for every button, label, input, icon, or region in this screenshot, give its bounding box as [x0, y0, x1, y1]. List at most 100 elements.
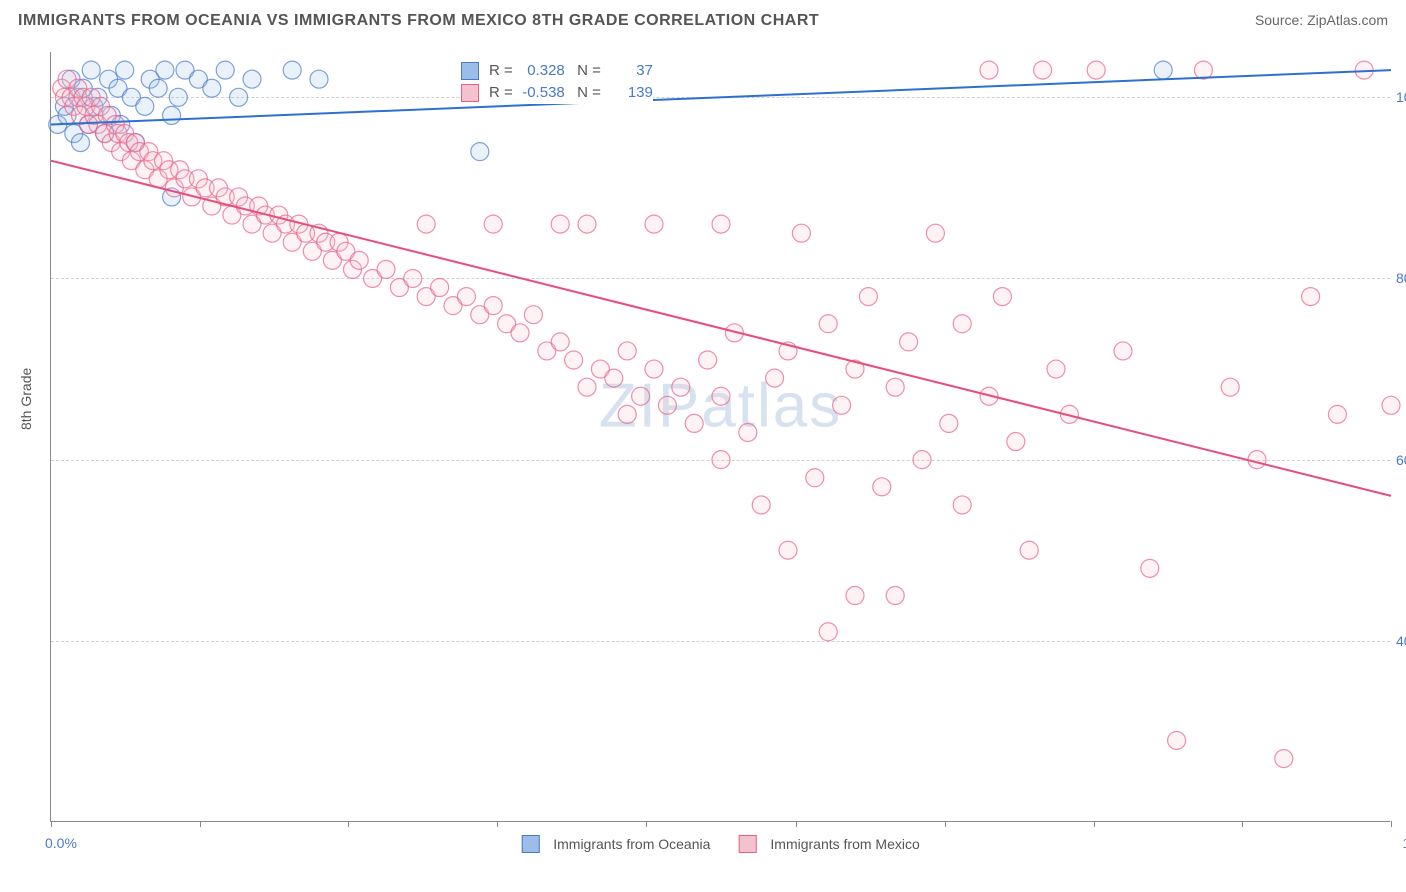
scatter-point	[417, 215, 435, 233]
x-tick-mark	[646, 821, 647, 827]
scatter-point	[203, 79, 221, 97]
scatter-point	[524, 306, 542, 324]
scatter-point	[806, 469, 824, 487]
scatter-point	[350, 251, 368, 269]
scatter-point	[859, 288, 877, 306]
scatter-point	[833, 396, 851, 414]
scatter-point	[712, 387, 730, 405]
scatter-point	[658, 396, 676, 414]
scatter-point	[283, 61, 301, 79]
scatter-point	[216, 61, 234, 79]
y-tick-label: 100.0%	[1396, 89, 1406, 105]
scatter-point	[645, 360, 663, 378]
legend-n-value: 37	[605, 60, 653, 82]
legend-row: R = -0.538 N = 139	[461, 82, 653, 104]
scatter-point	[1034, 61, 1052, 79]
scatter-point	[953, 496, 971, 514]
legend-row: R = 0.328 N = 37	[461, 60, 653, 82]
scatter-point	[404, 269, 422, 287]
scatter-point	[149, 79, 167, 97]
scatter-point	[712, 215, 730, 233]
legend-r-label: R =	[489, 82, 513, 104]
chart-title: IMMIGRANTS FROM OCEANIA VS IMMIGRANTS FR…	[18, 12, 819, 30]
scatter-point	[1020, 541, 1038, 559]
x-tick-mark	[945, 821, 946, 827]
scatter-point	[980, 61, 998, 79]
scatter-point	[1114, 342, 1132, 360]
x-tick-mark	[1391, 821, 1392, 827]
scatter-point	[618, 405, 636, 423]
legend-swatch	[738, 835, 756, 853]
legend-n-label: N =	[569, 82, 601, 104]
scatter-point	[940, 414, 958, 432]
scatter-point	[926, 224, 944, 242]
scatter-svg	[51, 52, 1390, 821]
correlation-legend: R = 0.328 N = 37R = -0.538 N = 139	[461, 60, 653, 104]
scatter-point	[71, 134, 89, 152]
scatter-point	[565, 351, 583, 369]
scatter-point	[484, 297, 502, 315]
legend-item: Immigrants from Oceania	[521, 835, 710, 853]
x-tick-mark	[796, 821, 797, 827]
y-tick-label: 80.0%	[1396, 270, 1406, 286]
x-tick-mark	[1094, 821, 1095, 827]
scatter-point	[873, 478, 891, 496]
legend-r-value: 0.328	[517, 60, 565, 82]
legend-r-label: R =	[489, 60, 513, 82]
legend-swatch	[461, 62, 479, 80]
scatter-point	[712, 451, 730, 469]
x-axis-max-label: 100.0%	[1403, 835, 1406, 851]
scatter-point	[1154, 61, 1172, 79]
scatter-point	[632, 387, 650, 405]
scatter-point	[605, 369, 623, 387]
scatter-point	[484, 215, 502, 233]
scatter-point	[1194, 61, 1212, 79]
series-legend: Immigrants from Oceania Immigrants from M…	[521, 835, 920, 853]
scatter-point	[645, 215, 663, 233]
legend-swatch	[461, 84, 479, 102]
x-tick-mark	[51, 821, 52, 827]
scatter-point	[846, 587, 864, 605]
scatter-point	[1382, 396, 1400, 414]
scatter-point	[116, 61, 134, 79]
scatter-point	[551, 215, 569, 233]
scatter-point	[578, 215, 596, 233]
scatter-point	[819, 315, 837, 333]
legend-r-value: -0.538	[517, 82, 565, 104]
scatter-point	[136, 97, 154, 115]
y-axis-label: 8th Grade	[18, 368, 34, 430]
scatter-point	[230, 88, 248, 106]
scatter-point	[377, 260, 395, 278]
scatter-point	[1047, 360, 1065, 378]
source-label: Source: ZipAtlas.com	[1255, 12, 1388, 28]
legend-label: Immigrants from Mexico	[770, 836, 919, 852]
x-tick-mark	[200, 821, 201, 827]
legend-label: Immigrants from Oceania	[553, 836, 710, 852]
scatter-point	[886, 587, 904, 605]
scatter-point	[457, 288, 475, 306]
scatter-point	[685, 414, 703, 432]
scatter-point	[886, 378, 904, 396]
scatter-point	[310, 70, 328, 88]
scatter-point	[1328, 405, 1346, 423]
scatter-point	[431, 279, 449, 297]
scatter-point	[511, 324, 529, 342]
scatter-point	[900, 333, 918, 351]
legend-swatch	[521, 835, 539, 853]
scatter-point	[163, 106, 181, 124]
y-tick-label: 60.0%	[1396, 452, 1406, 468]
scatter-point	[156, 61, 174, 79]
scatter-point	[243, 70, 261, 88]
scatter-point	[1248, 451, 1266, 469]
scatter-point	[82, 61, 100, 79]
scatter-point	[1168, 731, 1186, 749]
scatter-point	[1087, 61, 1105, 79]
scatter-point	[471, 143, 489, 161]
scatter-point	[953, 315, 971, 333]
y-tick-label: 40.0%	[1396, 633, 1406, 649]
scatter-point	[699, 351, 717, 369]
regression-line	[51, 161, 1391, 496]
legend-n-label: N =	[569, 60, 601, 82]
scatter-point	[739, 423, 757, 441]
legend-n-value: 139	[605, 82, 653, 104]
